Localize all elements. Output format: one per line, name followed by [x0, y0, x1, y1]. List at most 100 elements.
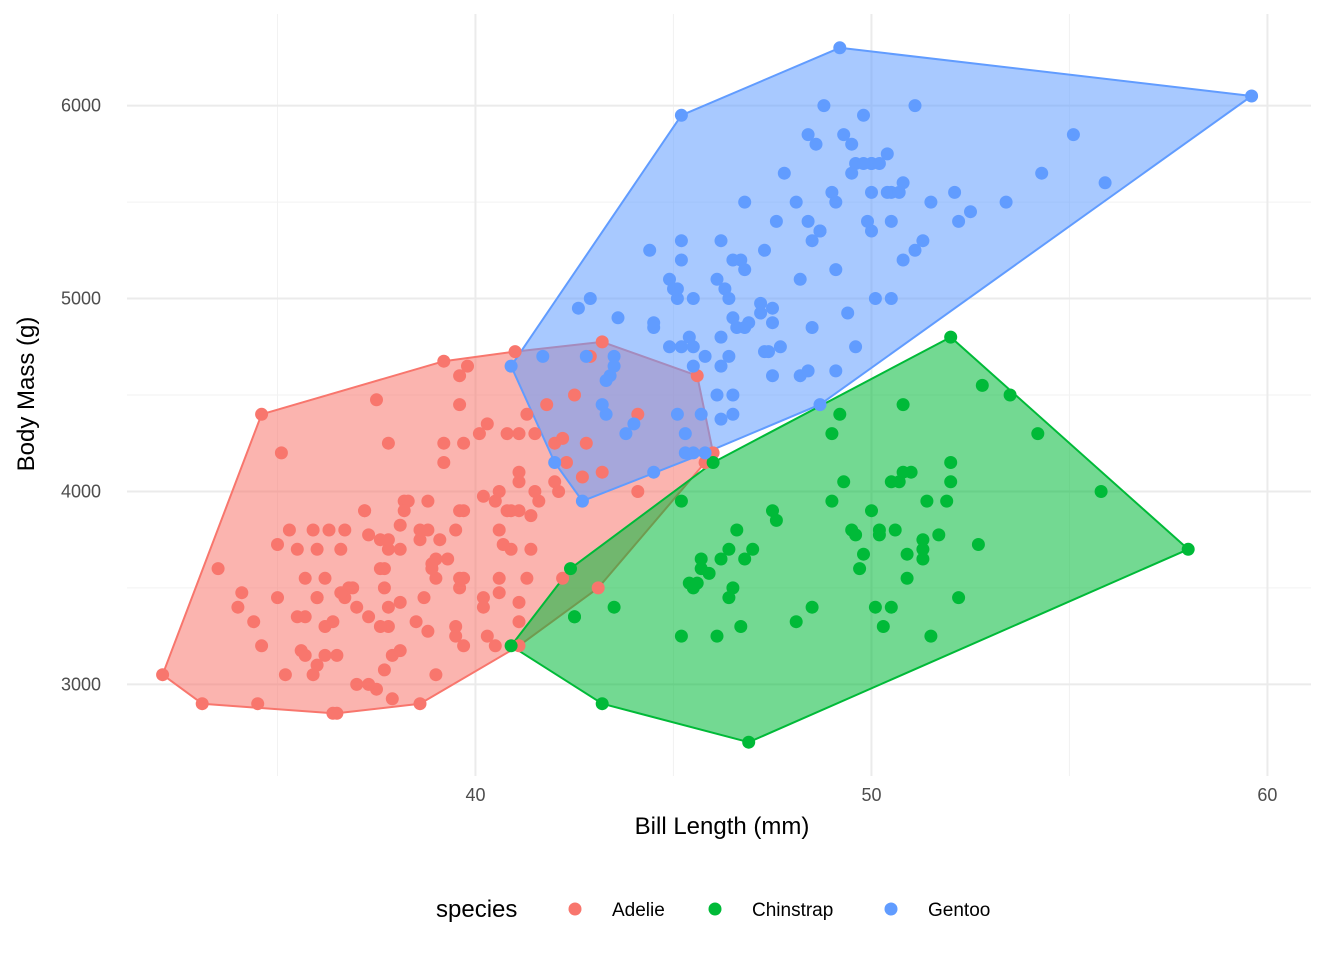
point-gentoo: [805, 321, 819, 334]
point-chinstrap: [674, 494, 688, 508]
x-tick-label: 40: [465, 785, 485, 805]
point-chinstrap: [706, 456, 720, 469]
point-gentoo: [722, 349, 736, 363]
point-adelie: [247, 615, 261, 629]
y-tick-label: 4000: [61, 481, 101, 501]
point-adelie: [457, 436, 471, 450]
point-gentoo: [766, 369, 779, 383]
point-gentoo: [805, 234, 819, 248]
point-gentoo: [829, 263, 843, 277]
point-chinstrap: [884, 600, 898, 614]
point-chinstrap: [837, 475, 851, 489]
point-adelie: [595, 465, 609, 479]
point-gentoo: [868, 292, 882, 305]
point-gentoo: [738, 321, 752, 334]
point-chinstrap: [916, 542, 930, 556]
point-adelie: [437, 456, 451, 469]
legend-key-adelie: [568, 902, 582, 916]
point-gentoo: [849, 340, 863, 354]
point-gentoo: [754, 306, 768, 320]
point-adelie: [385, 692, 399, 706]
point-adelie: [512, 615, 526, 629]
point-adelie: [508, 345, 522, 359]
point-adelie: [453, 369, 467, 383]
point-adelie: [524, 542, 538, 556]
point-gentoo: [536, 349, 550, 363]
point-adelie: [492, 523, 506, 537]
point-adelie: [274, 446, 288, 460]
point-adelie: [310, 591, 324, 605]
point-adelie: [255, 639, 269, 653]
point-gentoo: [686, 292, 700, 305]
point-gentoo: [777, 166, 791, 180]
point-gentoo: [766, 301, 779, 315]
point-adelie: [381, 533, 395, 547]
point-adelie: [512, 465, 526, 479]
point-adelie: [520, 571, 534, 585]
point-adelie: [310, 542, 324, 556]
point-adelie: [453, 398, 467, 412]
point-chinstrap: [769, 513, 783, 527]
point-gentoo: [773, 340, 787, 354]
point-gentoo: [789, 195, 803, 209]
point-adelie: [560, 456, 573, 469]
point-adelie: [449, 523, 463, 537]
point-chinstrap: [738, 552, 752, 566]
point-adelie: [298, 571, 312, 585]
point-chinstrap: [674, 629, 688, 643]
point-gentoo: [674, 340, 688, 354]
point-adelie: [520, 407, 534, 421]
point-adelie: [540, 398, 554, 412]
point-chinstrap: [710, 629, 724, 643]
point-gentoo: [758, 243, 771, 257]
point-adelie: [393, 595, 407, 609]
point-gentoo: [801, 364, 815, 378]
point-gentoo: [829, 195, 843, 209]
point-gentoo: [599, 374, 613, 387]
point-chinstrap: [975, 378, 989, 392]
point-adelie: [156, 668, 170, 682]
point-chinstrap: [853, 562, 867, 576]
point-gentoo: [726, 407, 740, 421]
point-adelie: [334, 586, 348, 600]
point-chinstrap: [722, 542, 736, 556]
point-gentoo: [817, 99, 831, 113]
point-gentoo: [845, 137, 859, 151]
point-adelie: [591, 581, 605, 595]
point-chinstrap: [868, 600, 882, 614]
point-gentoo: [674, 108, 688, 122]
point-adelie: [631, 485, 645, 498]
point-gentoo: [548, 456, 562, 469]
point-gentoo: [1245, 89, 1259, 103]
point-adelie: [437, 354, 451, 368]
y-tick-label: 5000: [61, 289, 101, 309]
point-adelie: [457, 571, 471, 585]
point-gentoo: [1035, 166, 1049, 180]
point-adelie: [492, 571, 506, 585]
point-chinstrap: [865, 504, 878, 518]
point-adelie: [480, 629, 494, 643]
point-gentoo: [837, 128, 851, 142]
point-gentoo: [678, 427, 692, 441]
point-adelie: [476, 489, 490, 503]
point-chinstrap: [1094, 485, 1108, 498]
point-adelie: [421, 523, 435, 537]
x-tick-label: 50: [861, 785, 881, 805]
point-adelie: [552, 485, 566, 498]
point-adelie: [381, 436, 395, 450]
point-chinstrap: [849, 528, 863, 542]
point-adelie: [500, 504, 514, 518]
point-adelie: [338, 523, 352, 537]
point-gentoo: [952, 214, 966, 228]
legend-title: species: [436, 896, 517, 923]
point-chinstrap: [932, 528, 946, 542]
point-adelie: [413, 697, 427, 711]
point-gentoo: [845, 166, 859, 180]
point-gentoo: [726, 253, 740, 267]
x-tick-label: 60: [1257, 785, 1277, 805]
point-adelie: [255, 407, 269, 421]
point-gentoo: [627, 417, 641, 431]
point-gentoo: [504, 359, 518, 373]
point-chinstrap: [607, 600, 621, 614]
point-gentoo: [801, 128, 815, 142]
